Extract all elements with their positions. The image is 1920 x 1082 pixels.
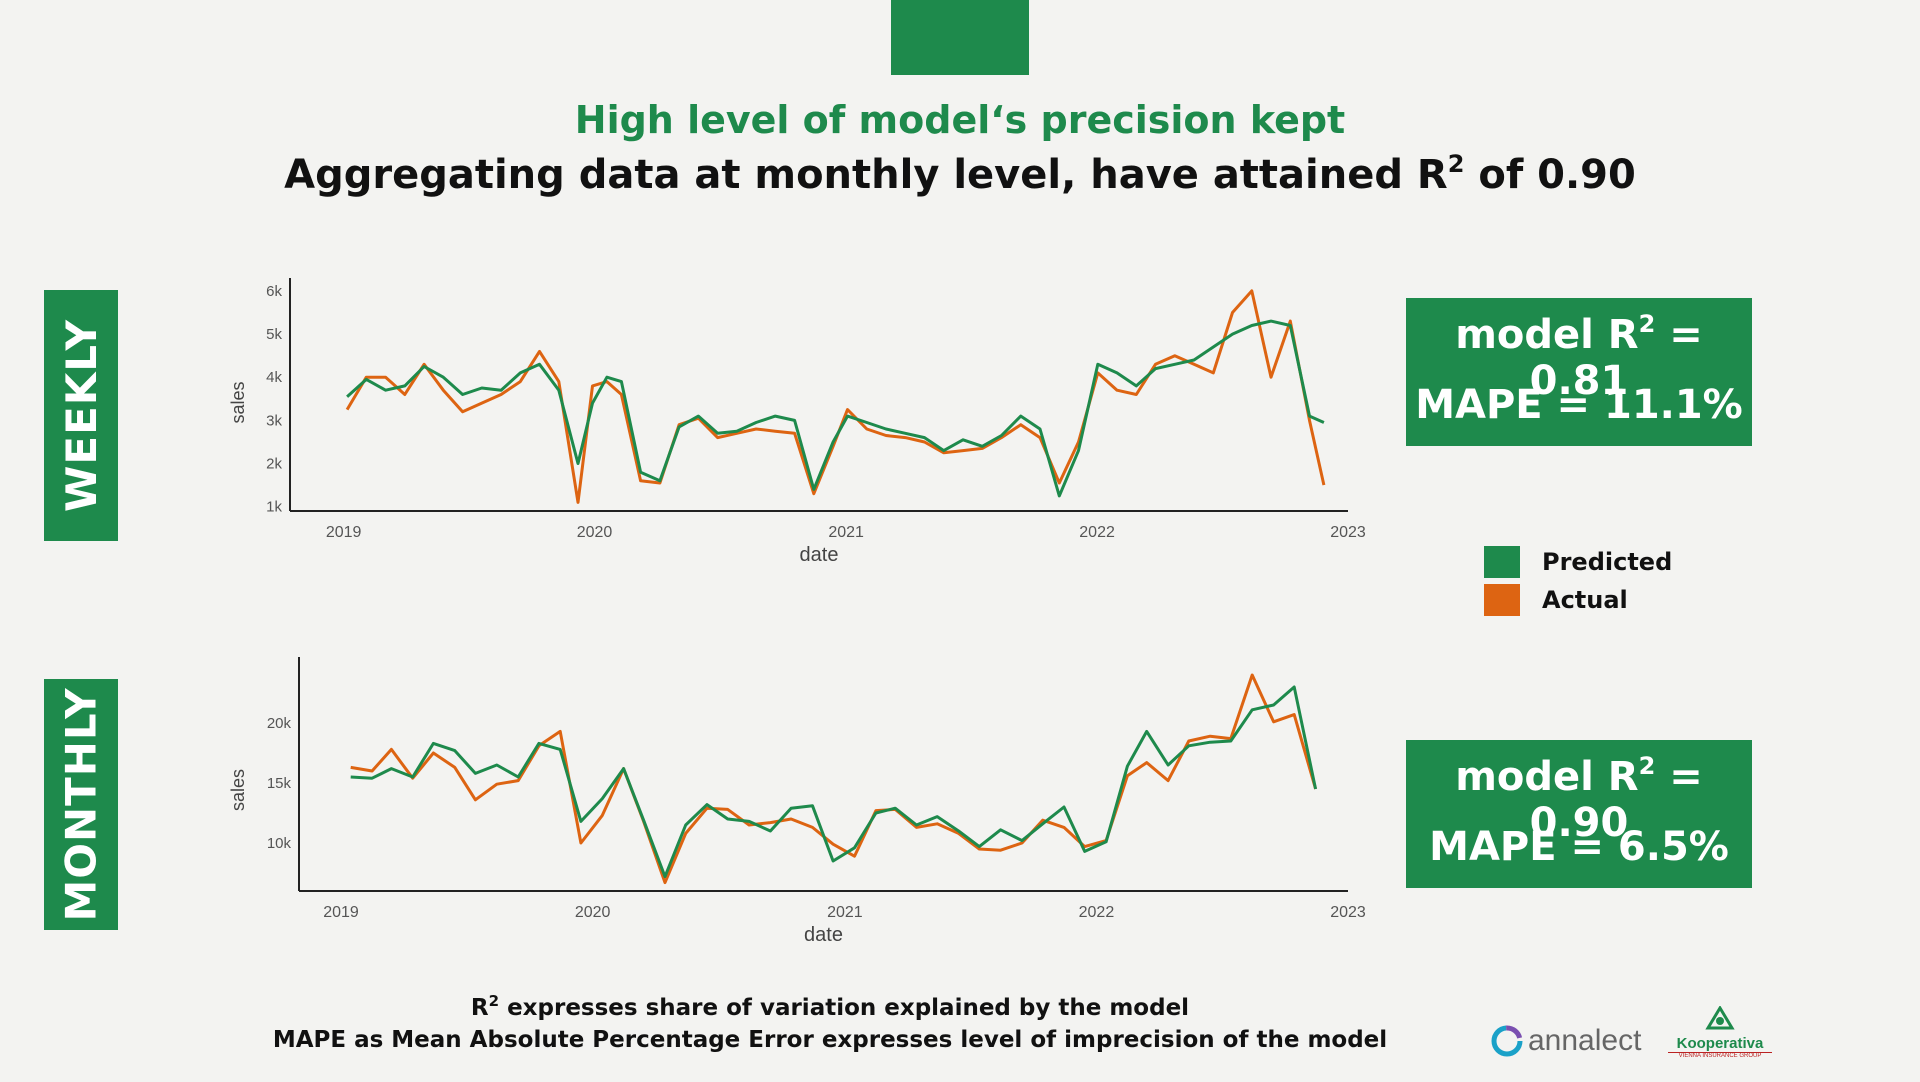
monthly-chart-x-tick-label: 2020 <box>575 904 611 921</box>
weekly-chart-x-tick-label: 2021 <box>828 524 864 541</box>
legend-label-actual: Actual <box>1542 586 1628 614</box>
subtitle: Aggregating data at monthly level, have … <box>0 150 1920 198</box>
monthly-r2-text: model R <box>1455 754 1639 800</box>
legend: Predicted Actual <box>1484 543 1672 619</box>
weekly-chart-y-tick-label: 5k <box>266 326 282 343</box>
annalect-logo: annalect <box>1490 1024 1641 1058</box>
subtitle-superscript: 2 <box>1447 150 1465 178</box>
monthly-chart-predicted-line <box>350 685 1318 879</box>
monthly-r2-superscript: 2 <box>1638 752 1656 780</box>
weekly-chart-x-tick-label: 2020 <box>577 524 613 541</box>
monthly-chart-x-tick-label: 2019 <box>323 904 359 921</box>
weekly-chart-y-tick-label: 4k <box>266 369 282 386</box>
weekly-chart-y-axis-label: sales <box>228 381 248 423</box>
weekly-label: WEEKLY <box>44 290 118 541</box>
legend-item-actual: Actual <box>1484 581 1672 619</box>
kooperativa-logo: Kooperativa VIENNA INSURANCE GROUP <box>1668 1005 1772 1059</box>
kooperativa-mark-icon <box>1705 1005 1735 1030</box>
weekly-r2-value: = 0.81 <box>1529 312 1703 404</box>
monthly-metrics-box: model R2 = 0.90 MAPE = 6.5% <box>1406 740 1752 888</box>
footnote-r2-prefix: R <box>470 995 489 1021</box>
monthly-chart-actual-line <box>350 673 1318 885</box>
monthly-chart-y-axis-label: sales <box>228 769 248 811</box>
monthly-r2-value: = 0.90 <box>1529 754 1703 846</box>
weekly-chart-x-tick-label: 2019 <box>326 524 362 541</box>
weekly-chart-y-tick-label: 2k <box>266 456 282 473</box>
weekly-r2-superscript: 2 <box>1638 310 1656 338</box>
monthly-chart-y-tick-label: 20k <box>267 715 292 732</box>
weekly-r2-text: model R <box>1455 312 1639 358</box>
subtitle-suffix: of 0.90 <box>1464 152 1636 198</box>
footnote-r2-text: expresses share of variation explained b… <box>499 995 1190 1021</box>
legend-swatch-actual <box>1484 584 1520 616</box>
subtitle-text: Aggregating data at monthly level, have … <box>284 152 1448 198</box>
kooperativa-tagline: VIENNA INSURANCE GROUP <box>1668 1052 1772 1059</box>
legend-label-predicted: Predicted <box>1542 548 1673 576</box>
kooperativa-wordmark: Kooperativa <box>1676 1035 1764 1052</box>
monthly-chart-x-tick-label: 2021 <box>827 904 863 921</box>
legend-swatch-predicted <box>1484 546 1520 578</box>
annalect-mark-icon <box>1491 1025 1523 1057</box>
weekly-chart-actual-line <box>345 289 1326 504</box>
monthly-chart-y-tick-label: 10k <box>267 835 292 852</box>
monthly-chart-x-tick-label: 2023 <box>1330 904 1366 921</box>
weekly-r2: model R2 = 0.81 <box>1406 310 1752 404</box>
headline: High level of model‘s precision kept <box>574 98 1346 142</box>
top-accent-bar <box>891 0 1029 75</box>
weekly-chart-x-tick-label: 2022 <box>1079 524 1115 541</box>
monthly-mape: MAPE = 6.5% <box>1429 824 1729 870</box>
monthly-label: MONTHLY <box>44 679 118 930</box>
footnote-r2-superscript: 2 <box>488 992 500 1010</box>
monthly-chart-x-axis-label: date <box>804 924 843 946</box>
weekly-chart-x-axis-label: date <box>800 544 839 566</box>
monthly-chart-x-tick-label: 2022 <box>1079 904 1115 921</box>
monthly-r2: model R2 = 0.90 <box>1406 752 1752 846</box>
weekly-chart-y-tick-label: 1k <box>266 499 282 516</box>
monthly-chart-y-tick-label: 15k <box>267 775 292 792</box>
annalect-wordmark: annalect <box>1528 1024 1642 1057</box>
footnote-mape: MAPE as Mean Absolute Percentage Error e… <box>272 1027 1388 1053</box>
footnote-r2: R2 expresses share of variation explaine… <box>240 992 1420 1021</box>
legend-item-predicted: Predicted <box>1484 543 1672 581</box>
weekly-chart-y-tick-label: 6k <box>266 283 282 300</box>
weekly-chart-y-tick-label: 3k <box>266 412 282 429</box>
weekly-chart-x-tick-label: 2023 <box>1330 524 1366 541</box>
weekly-chart-predicted-line <box>346 319 1325 498</box>
weekly-mape: MAPE = 11.1% <box>1415 382 1743 428</box>
weekly-metrics-box: model R2 = 0.81 MAPE = 11.1% <box>1406 298 1752 446</box>
